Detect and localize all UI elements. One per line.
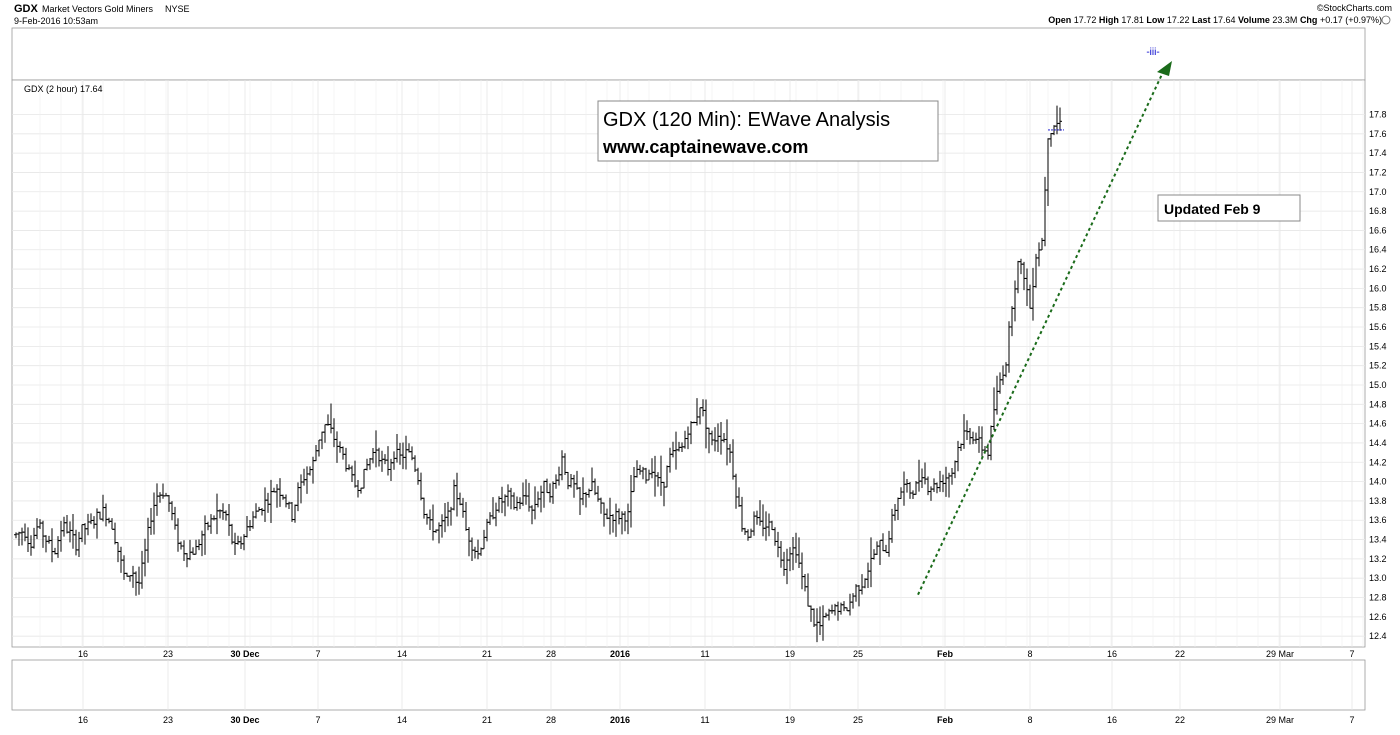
y-tick-label: 15.0 [1369,380,1387,390]
y-tick-label: 17.8 [1369,109,1387,119]
y-tick-label: 16.6 [1369,225,1387,235]
x-tick-label: 7 [315,649,320,659]
x-tick-label: 14 [397,649,407,659]
wave-label: -iii- [1146,47,1159,58]
y-tick-label: 12.4 [1369,631,1387,641]
x-tick-label: 29 Mar [1266,715,1294,725]
x-tick-label: 19 [785,649,795,659]
annotation-url: www.captainewave.com [602,137,808,157]
x-tick-label: 23 [163,649,173,659]
y-tick-label: 12.8 [1369,593,1387,603]
x-tick-label: Feb [937,649,954,659]
scroll-arrows[interactable] [1381,15,1391,25]
y-tick-label: 14.0 [1369,477,1387,487]
trend-arrow [917,61,1172,596]
x-tick-label: 8 [1027,649,1032,659]
exchange: NYSE [165,4,190,14]
annotation-title: GDX (120 Min): EWave Analysis [603,109,890,131]
brand-logo: ©StockCharts.com [1317,3,1392,13]
symbol-name: Market Vectors Gold Miners [42,4,154,14]
title-annotation: GDX (120 Min): EWave Analysis www.captai… [597,100,939,162]
y-tick-label: 16.0 [1369,283,1387,293]
vertical-gridlines [39,80,1364,647]
x-tick-label: 22 [1175,715,1185,725]
y-tick-label: 15.4 [1369,341,1387,351]
x-tick-label: 28 [546,649,556,659]
lower-vertical-gridlines [82,660,1353,710]
x-tick-label: 2016 [610,715,630,725]
y-tick-label: 14.4 [1369,438,1387,448]
arrowhead-icon [1157,61,1172,76]
plot-area [11,79,1366,648]
y-tick-label: 13.6 [1369,515,1387,525]
x-tick-label: 25 [853,715,863,725]
x-tick-label: 7 [315,715,320,725]
x-tick-label: 25 [853,649,863,659]
y-tick-label: 13.2 [1369,554,1387,564]
y-tick-label: 13.8 [1369,496,1387,506]
x-tick-label: 30 Dec [230,715,259,725]
x-tick-label: 30 Dec [230,649,259,659]
x-tick-label: 28 [546,715,556,725]
y-tick-label: 14.6 [1369,419,1387,429]
y-tick-label: 14.2 [1369,457,1387,467]
x-tick-label: 21 [482,649,492,659]
x-tick-label: 22 [1175,649,1185,659]
x-tick-label: 16 [1107,649,1117,659]
updated-annotation: Updated Feb 9 [1157,194,1301,222]
y-tick-label: 15.2 [1369,361,1387,371]
ohlc-bar [1058,107,1062,131]
y-tick-label: 15.6 [1369,322,1387,332]
y-axis: 12.4 12.6 12.8 13.0 13.2 13.4 13.6 13.8 14.0 14.2… [1369,109,1387,641]
symbol: GDX [14,3,39,15]
top-panel [11,27,1366,81]
y-tick-label: 16.2 [1369,264,1387,274]
scroll-up-icon[interactable] [1381,15,1391,25]
x-tick-label: 19 [785,715,795,725]
x-tick-label: 14 [397,715,407,725]
x-tick-label: 16 [1107,715,1117,725]
lower-panel [11,659,1366,711]
y-tick-label: 17.2 [1369,167,1387,177]
y-tick-label: 14.8 [1369,399,1387,409]
y-tick-label: 12.6 [1369,612,1387,622]
x-tick-label: 11 [700,715,709,725]
x-tick-label: 11 [700,649,709,659]
x-tick-label: Feb [937,715,954,725]
timestamp: 9-Feb-2016 10:53am [14,16,98,26]
lower-x-axis: 16 23 30 Dec 7 14 21 28 2016 11 19 25 Feb 8 16 22 29 Ma… [78,715,1355,725]
x-axis: 16 23 30 Dec 7 14 21 28 2016 11 19 25 Feb 8 16 22 29 Ma… [78,649,1355,659]
updated-label: Updated Feb 9 [1164,201,1261,217]
y-tick-label: 15.8 [1369,303,1387,313]
legend-label: GDX (2 hour) 17.64 [24,84,103,94]
y-tick-label: 16.8 [1369,206,1387,216]
x-tick-label: 7 [1349,649,1354,659]
x-tick-label: 16 [78,715,88,725]
y-tick-label: 17.0 [1369,187,1387,197]
x-tick-label: 7 [1349,715,1354,725]
trend-line [917,69,1165,596]
y-tick-label: 13.0 [1369,573,1387,583]
x-tick-label: 29 Mar [1266,649,1294,659]
horizontal-gridlines [12,114,1365,637]
y-tick-label: 17.4 [1369,148,1387,158]
price-bars [14,105,1064,643]
y-tick-label: 16.4 [1369,245,1387,255]
x-tick-label: 23 [163,715,173,725]
ohlc-summary: Open 17.72 High 17.81 Low 17.22 Last 17.… [1048,15,1382,25]
x-tick-label: 2016 [610,649,630,659]
y-tick-label: 13.4 [1369,535,1387,545]
x-tick-label: 8 [1027,715,1032,725]
x-tick-label: 16 [78,649,88,659]
x-tick-label: 21 [482,715,492,725]
y-tick-label: 17.6 [1369,129,1387,139]
